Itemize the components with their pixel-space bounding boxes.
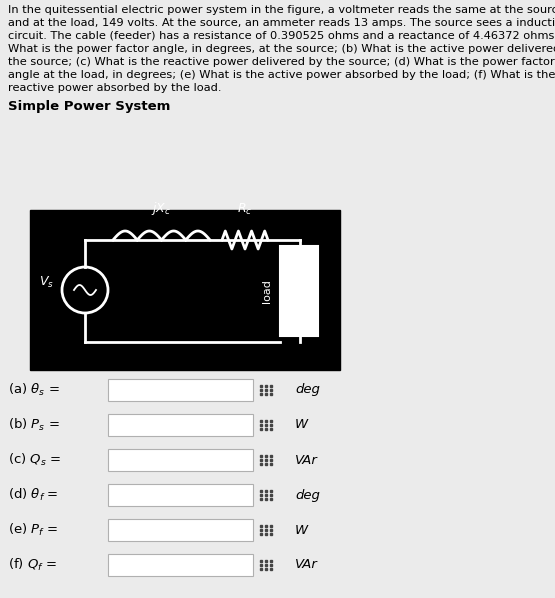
FancyBboxPatch shape [108,519,253,541]
FancyBboxPatch shape [108,449,253,471]
Text: angle at the load, in degrees; (e) What is the active power absorbed by the load: angle at the load, in degrees; (e) What … [8,70,555,80]
Text: W: W [295,523,308,536]
Text: What is the power factor angle, in degrees, at the source; (b) What is the activ: What is the power factor angle, in degre… [8,44,555,54]
Text: reactive power absorbed by the load.: reactive power absorbed by the load. [8,83,221,93]
Text: circuit. The cable (feeder) has a resistance of 0.390525 ohms and a reactance of: circuit. The cable (feeder) has a resist… [8,31,555,41]
Text: and at the load, 149 volts. At the source, an ammeter reads 13 amps. The source : and at the load, 149 volts. At the sourc… [8,18,555,28]
Text: $R_c$: $R_c$ [238,202,253,217]
Text: (c) $Q_s$ =: (c) $Q_s$ = [8,452,61,468]
Text: VAr: VAr [295,559,318,572]
Text: $jX_c$: $jX_c$ [152,200,171,217]
Text: W: W [295,419,308,432]
FancyBboxPatch shape [30,210,340,370]
Text: deg: deg [295,383,320,396]
Text: VAr: VAr [295,453,318,466]
FancyBboxPatch shape [280,246,318,336]
Text: (b) $P_s$ =: (b) $P_s$ = [8,417,60,433]
Text: (a) $\theta_s$ =: (a) $\theta_s$ = [8,382,60,398]
FancyBboxPatch shape [108,414,253,436]
Text: deg: deg [295,489,320,502]
Text: (e) $P_f$ =: (e) $P_f$ = [8,522,58,538]
FancyBboxPatch shape [108,379,253,401]
Text: Simple Power System: Simple Power System [8,100,170,113]
Text: $V_s$: $V_s$ [38,274,53,289]
Text: load: load [262,279,272,303]
Text: (f) $Q_f$ =: (f) $Q_f$ = [8,557,57,573]
FancyBboxPatch shape [108,554,253,576]
Text: the source; (c) What is the reactive power delivered by the source; (d) What is : the source; (c) What is the reactive pow… [8,57,555,67]
Text: (d) $\theta_f$ =: (d) $\theta_f$ = [8,487,58,503]
Text: In the quitessential electric power system in the figure, a voltmeter reads the : In the quitessential electric power syst… [8,5,555,15]
FancyBboxPatch shape [108,484,253,506]
